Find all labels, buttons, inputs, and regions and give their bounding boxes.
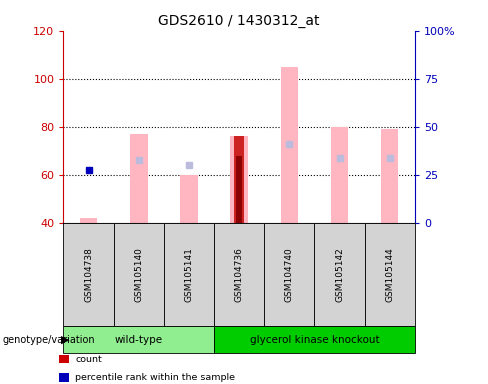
FancyBboxPatch shape: [63, 223, 114, 326]
Title: GDS2610 / 1430312_at: GDS2610 / 1430312_at: [159, 14, 320, 28]
Bar: [130, 134, 147, 223]
Bar: [234, 136, 244, 223]
Bar: [281, 67, 298, 223]
Text: GSM105144: GSM105144: [385, 247, 394, 302]
Text: wild-type: wild-type: [115, 335, 163, 345]
FancyBboxPatch shape: [59, 373, 69, 382]
Text: GSM105142: GSM105142: [335, 247, 344, 302]
FancyBboxPatch shape: [63, 326, 214, 353]
Text: glycerol kinase knockout: glycerol kinase knockout: [249, 335, 379, 345]
Text: GSM105140: GSM105140: [134, 247, 143, 302]
Text: ▶: ▶: [61, 335, 69, 345]
FancyBboxPatch shape: [214, 326, 415, 353]
FancyBboxPatch shape: [264, 223, 314, 326]
Bar: [230, 136, 248, 223]
Text: GSM104736: GSM104736: [235, 247, 244, 302]
Text: count: count: [75, 354, 102, 364]
Bar: [331, 127, 348, 223]
Text: GSM104738: GSM104738: [84, 247, 93, 302]
Text: percentile rank within the sample: percentile rank within the sample: [75, 373, 235, 382]
Text: GSM104740: GSM104740: [285, 247, 294, 302]
FancyBboxPatch shape: [365, 223, 415, 326]
FancyBboxPatch shape: [314, 223, 365, 326]
Bar: [237, 156, 242, 223]
FancyBboxPatch shape: [164, 223, 214, 326]
Text: genotype/variation: genotype/variation: [2, 335, 95, 345]
FancyBboxPatch shape: [114, 223, 164, 326]
Bar: [381, 129, 399, 223]
Bar: [180, 175, 198, 223]
Bar: [80, 218, 97, 223]
FancyBboxPatch shape: [214, 223, 264, 326]
FancyBboxPatch shape: [59, 355, 69, 363]
Text: GSM105141: GSM105141: [184, 247, 193, 302]
